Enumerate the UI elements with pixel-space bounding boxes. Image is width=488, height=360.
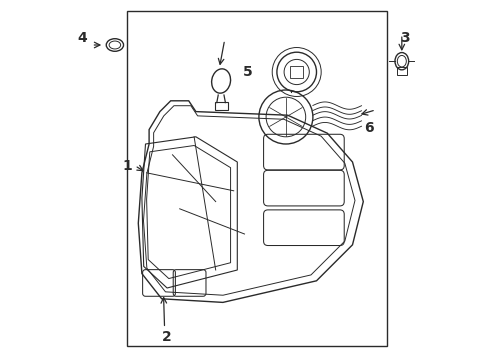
Bar	[127, 11, 386, 346]
Bar	[214, 102, 227, 110]
Text: 4: 4	[77, 31, 86, 45]
Text: 2: 2	[162, 330, 172, 343]
Bar	[289, 66, 303, 78]
Text: 3: 3	[399, 31, 408, 45]
Text: 5: 5	[243, 65, 252, 79]
Text: 6: 6	[363, 121, 373, 135]
Bar	[396, 67, 406, 75]
Text: 1: 1	[122, 159, 132, 172]
